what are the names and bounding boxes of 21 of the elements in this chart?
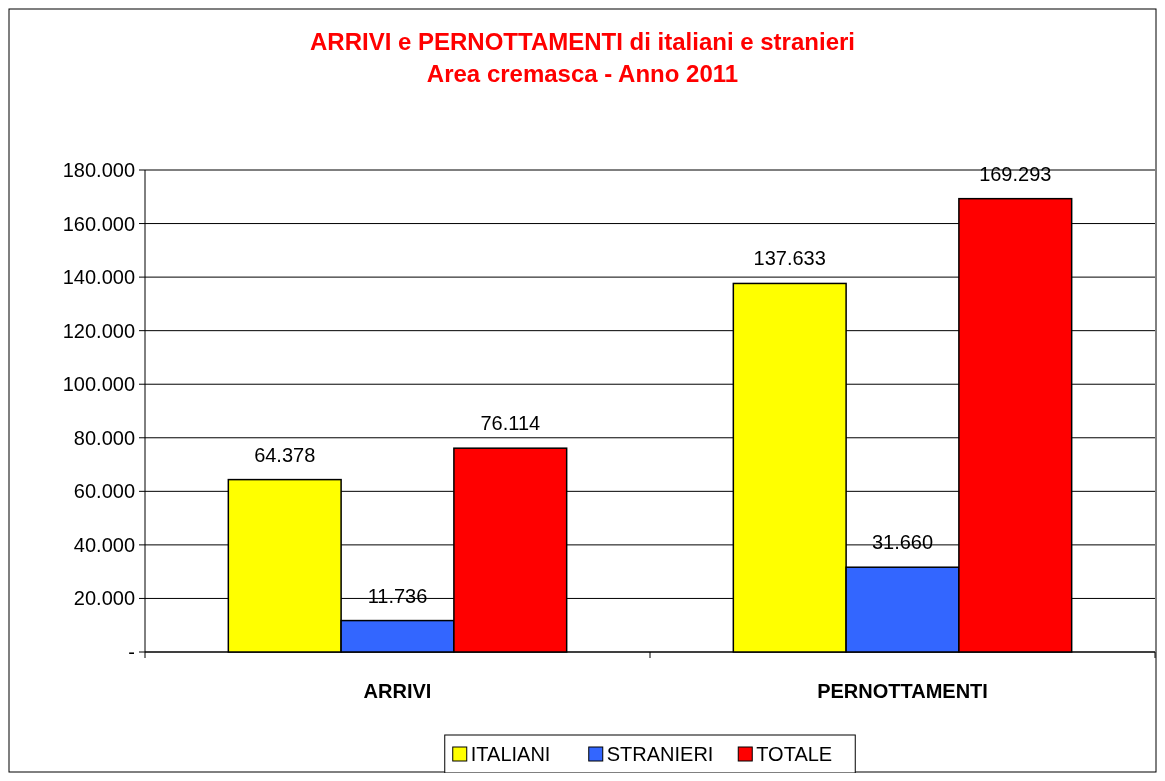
y-tick-label: 80.000 bbox=[73, 426, 135, 449]
chart-title: ARRIVI e PERNOTTAMENTI di italiani e stranieri bbox=[310, 28, 855, 55]
data-label: 64.378 bbox=[254, 443, 316, 466]
x-tick-label: ARRIVI bbox=[363, 680, 432, 702]
data-label: 169.293 bbox=[979, 162, 1052, 185]
data-label: 137.633 bbox=[753, 247, 826, 270]
x-tick-label: PERNOTTAMENTI bbox=[817, 680, 988, 702]
y-tick-label: 140.000 bbox=[62, 266, 135, 289]
y-tick-label: 100.000 bbox=[62, 373, 135, 396]
y-tick-label: 20.000 bbox=[73, 587, 135, 610]
data-label: 76.114 bbox=[480, 412, 541, 435]
chart-subtitle: Area cremasca - Anno 2011 bbox=[426, 60, 739, 87]
y-tick-label: - bbox=[128, 641, 135, 663]
legend-label: TOTALE bbox=[756, 743, 833, 765]
legend-label: ITALIANI bbox=[470, 743, 551, 765]
legend-label: STRANIERI bbox=[606, 743, 714, 765]
y-tick-label: 120.000 bbox=[62, 319, 135, 342]
y-tick-label: 40.000 bbox=[73, 533, 135, 556]
y-tick-label: 160.000 bbox=[62, 212, 135, 235]
y-tick-label: 180.000 bbox=[62, 159, 135, 181]
y-tick-label: 60.000 bbox=[73, 480, 135, 503]
